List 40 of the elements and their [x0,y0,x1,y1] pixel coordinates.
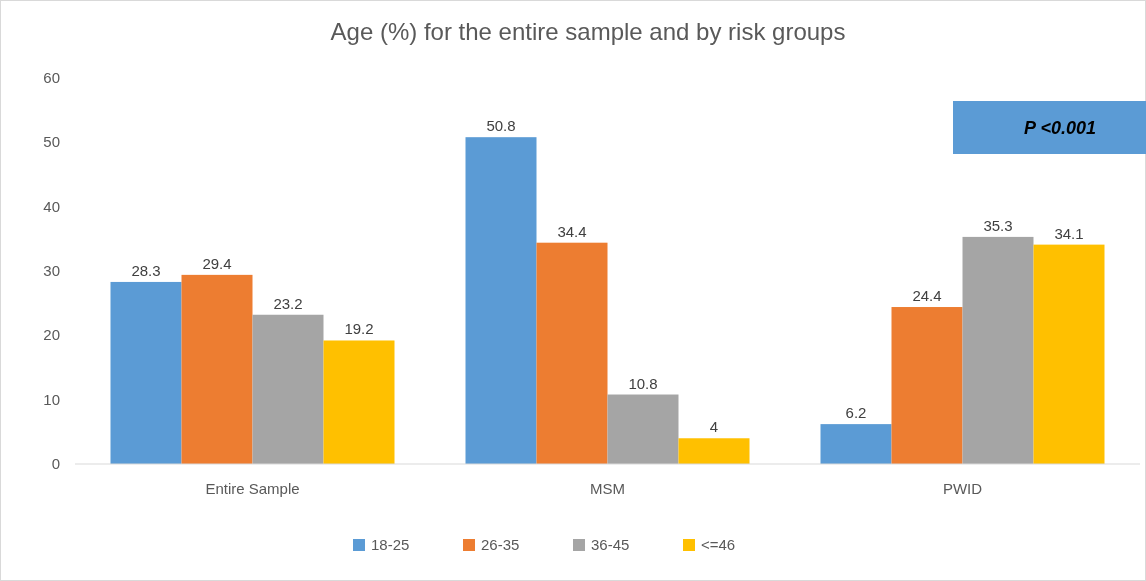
legend-label: 36-45 [591,536,630,553]
y-tick-label: 40 [43,197,60,215]
y-tick-label: 0 [51,455,60,472]
bar [1033,244,1105,464]
bar [252,314,324,464]
x-tick-label: PWID [942,480,983,497]
legend-label: <=46 [701,536,736,553]
legend-label: 18-25 [371,536,410,553]
data-label: 10.8 [628,374,658,392]
data-label: 4 [709,418,719,436]
x-tick-label: MSM [590,480,625,497]
annotation: P <0.001 [1024,118,1096,138]
data-label: 28.3 [131,261,161,279]
y-tick-label: 50 [43,133,60,151]
data-label: 34.4 [557,222,587,240]
bar [607,394,679,464]
data-label: 50.8 [486,117,516,135]
data-label: 6.2 [845,404,867,422]
data-label: 34.1 [1054,224,1084,242]
data-label: 24.4 [912,287,942,305]
bar [962,236,1034,464]
data-label: 29.4 [202,254,232,272]
x-tick-label: Entire Sample [205,480,300,497]
bar [891,307,963,464]
bar [536,242,608,464]
bar [820,424,892,464]
bar [678,438,750,464]
legend-label: 26-35 [481,536,520,553]
data-label: 23.2 [273,294,303,312]
data-label: 19.2 [344,320,374,338]
chart-title: Age (%) for the entire sample and by risk groups [330,18,846,45]
bar [323,340,395,464]
bar [465,137,537,464]
y-tick-label: 20 [43,326,60,344]
bar [110,281,182,464]
y-tick-label: 10 [43,390,60,408]
data-label: 35.3 [983,216,1013,234]
y-tick-label: 30 [43,262,60,279]
y-tick-label: 60 [43,69,60,86]
bar [181,274,253,464]
